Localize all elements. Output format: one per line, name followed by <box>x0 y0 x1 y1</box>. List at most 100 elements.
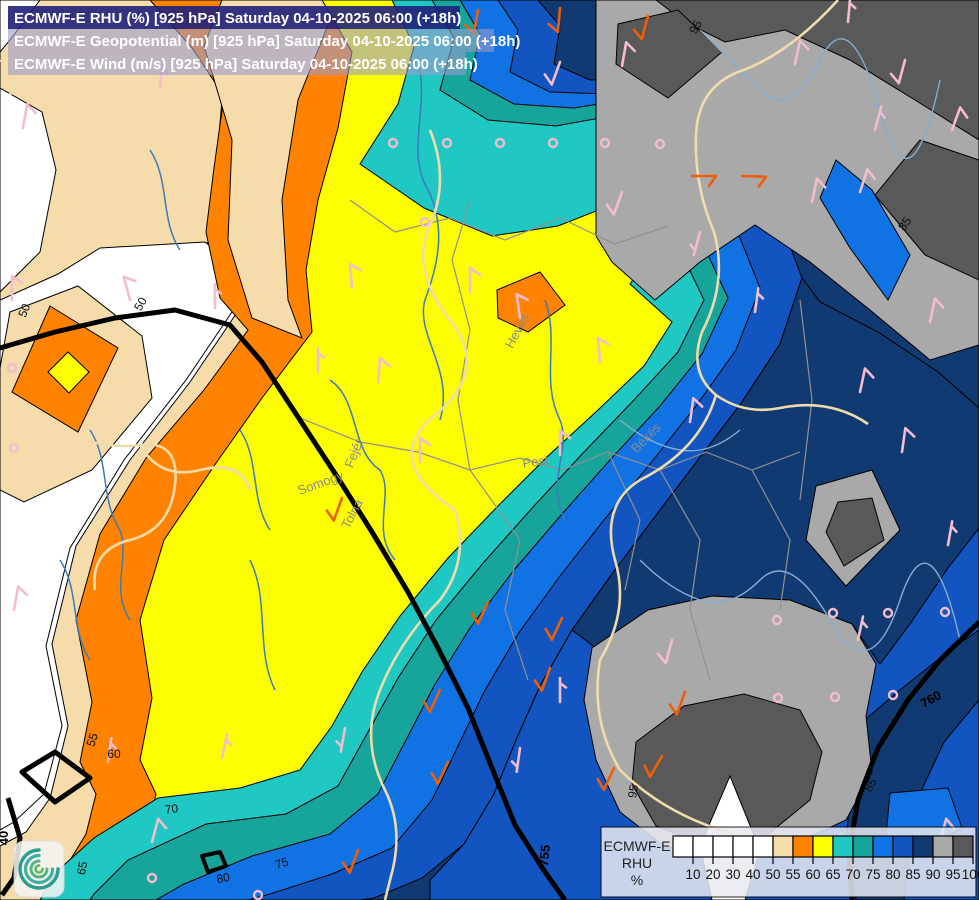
wind-calm-icon <box>8 442 20 454</box>
wind-barb-icon <box>12 585 29 612</box>
rhu-contour-label: 50 <box>131 294 150 313</box>
wind-barb-icon <box>643 754 664 779</box>
river <box>89 429 131 621</box>
wind-calm-icon <box>829 691 841 703</box>
legend-tick-label: 60 <box>805 867 820 882</box>
wind-barb-icon <box>740 174 768 188</box>
legend-tick-labels: 10 20 30 40 50 55 60 65 70 75 80 85 90 95100 <box>685 857 979 882</box>
wind-barb-icon <box>515 292 529 320</box>
wind-barb-icon <box>543 60 562 86</box>
wind-calm-icon <box>599 137 611 149</box>
legend-swatch <box>712 835 734 858</box>
rhu-contour-label: 55 <box>83 731 101 748</box>
wind-barb-icon <box>558 429 572 457</box>
title-block: ECMWF-E RHU (%) [925 hPa] Saturday 04-10… <box>8 6 520 75</box>
rhu-region <box>819 159 911 301</box>
legend-swatch <box>672 835 694 858</box>
wind-barb-icon <box>656 638 674 665</box>
wind-calm-icon <box>547 137 559 149</box>
title-geopotential: ECMWF-E Geopotential (m) [925 hPa] Satur… <box>14 33 520 50</box>
wind-barb-icon <box>325 496 344 522</box>
legend-caption-unit: % <box>631 872 643 888</box>
wind-barb-icon <box>348 262 362 290</box>
legend-swatch <box>872 835 894 858</box>
country-border <box>694 0 869 426</box>
county-border <box>751 469 791 611</box>
county-border <box>299 417 801 471</box>
wind-calm-icon <box>441 137 453 149</box>
river <box>149 149 181 251</box>
legend-swatch <box>852 835 874 858</box>
wind-calm-icon <box>887 689 899 701</box>
wind-calm-icon <box>252 889 264 900</box>
wind-barb-icon <box>856 615 869 642</box>
legend-tick-label: 30 <box>725 867 740 882</box>
legend: ECMWF-E RHU % 10 20 30 40 50 55 60 65 70 75 80 85 90… <box>600 826 979 898</box>
rhu-region <box>496 271 566 333</box>
wind-calm-icon <box>772 692 784 704</box>
legend-tick-label: 55 <box>785 867 800 882</box>
provider-logo <box>13 840 65 898</box>
legend-caption-field: RHU <box>622 855 652 871</box>
country-border <box>138 444 252 491</box>
wind-barb-icon <box>810 177 827 204</box>
geopotential-contour-label: 40 <box>0 831 11 845</box>
rhu-contour-label: 80 <box>215 870 231 887</box>
county-border <box>469 469 529 681</box>
rhu-contour-label: 75 <box>273 854 290 872</box>
rhu-region <box>825 497 885 567</box>
wind-barb-icon <box>596 766 616 792</box>
wind-calm-icon <box>654 138 666 150</box>
county-border <box>799 299 813 501</box>
county-border <box>349 199 669 245</box>
title-bar-1 <box>8 6 460 29</box>
wind-barb-icon <box>533 666 552 692</box>
wind-barb-icon <box>213 282 223 310</box>
legend-tick-label: 95 <box>945 867 960 882</box>
rhu-region <box>0 87 57 293</box>
title-rhu: ECMWF-E RHU (%) [925 hPa] Saturday 04-10… <box>14 10 461 27</box>
wind-barb-icon <box>928 297 945 324</box>
legend-swatch <box>892 835 914 858</box>
wind-barb-icon <box>376 356 391 384</box>
country-border <box>0 58 15 96</box>
legend-tick-label: 40 <box>745 867 760 882</box>
wind-barb-icon <box>632 14 650 41</box>
wind-calm-icon <box>827 607 839 619</box>
wind-barb-icon <box>558 676 568 704</box>
wind-barb-icon <box>946 520 958 547</box>
wind-calm-icon <box>939 606 951 618</box>
wind-barb-icon <box>858 367 875 394</box>
wind-barb-icon <box>316 346 326 374</box>
wind-barb-icon <box>335 726 347 753</box>
wind-barb-icon <box>106 736 118 764</box>
county-border <box>659 469 711 681</box>
river <box>699 29 941 160</box>
wind-barb-icon <box>690 174 718 188</box>
wind-barb-icon <box>21 103 38 130</box>
legend-tick-label: 100 <box>962 867 979 882</box>
wind-calm-icon <box>882 607 894 619</box>
rhu-contour-label: 50 <box>15 301 33 319</box>
wind-barb-icon <box>418 436 432 464</box>
spiral-logo-icon <box>18 848 60 890</box>
river <box>639 559 961 652</box>
river <box>329 379 396 561</box>
legend-tick-label: 80 <box>885 867 900 882</box>
river <box>619 419 741 452</box>
rhu-contour-label: 85 <box>861 775 880 794</box>
wind-calm-icon <box>387 137 399 149</box>
legend-tick-label: 65 <box>825 867 840 882</box>
wind-barb-icon <box>889 58 907 85</box>
wind-barb-icon <box>846 0 857 24</box>
rhu-contour-label: 95 <box>625 783 641 799</box>
legend-swatch <box>932 835 954 858</box>
wind-barb-icon <box>858 167 877 194</box>
wind-barb-icon <box>547 6 562 34</box>
legend-tick-label: 75 <box>865 867 880 882</box>
legend-swatch <box>912 835 934 858</box>
wind-barb-icon <box>688 396 704 424</box>
wind-calm-icon <box>494 137 506 149</box>
wind-barb-icon <box>668 690 687 716</box>
